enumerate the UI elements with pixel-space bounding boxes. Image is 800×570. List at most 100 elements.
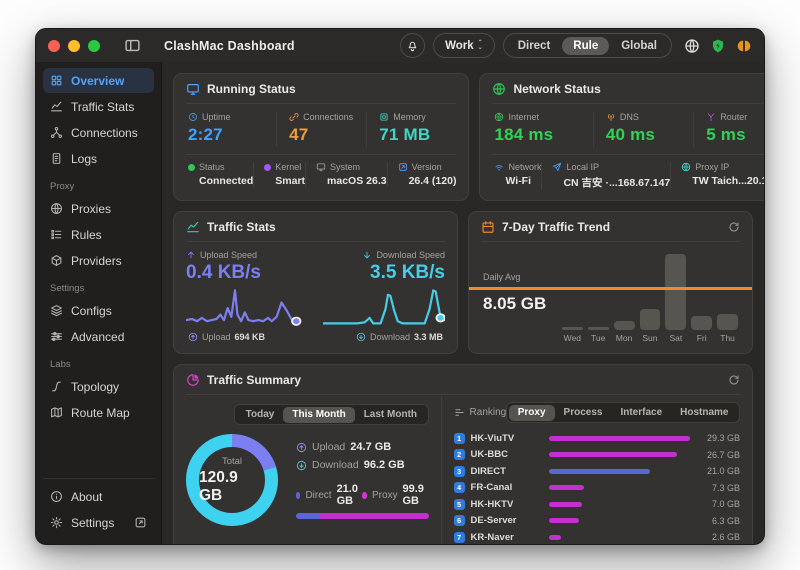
rank-badge: 4 — [453, 482, 465, 494]
version-icon — [398, 162, 408, 172]
sidebar-item-overview[interactable]: Overview — [43, 68, 154, 93]
network-nodes-icon — [50, 126, 63, 139]
rank-value: 7.0 GB — [711, 499, 740, 510]
trend-bar-sun — [639, 309, 661, 330]
rank-proxy-name: DE-Server — [470, 515, 517, 527]
minimize-button[interactable] — [68, 39, 80, 52]
sidebar-item-route-map[interactable]: Route Map — [43, 400, 154, 425]
sidebar-item-traffic-stats[interactable]: Traffic Stats — [43, 94, 154, 119]
document-icon — [50, 152, 63, 165]
rank-badge: 7 — [453, 531, 465, 543]
signal-icon — [606, 112, 616, 122]
mode-rule[interactable]: Rule — [562, 36, 610, 55]
sidebar-item-settings[interactable]: Settings — [43, 510, 154, 535]
profile-dropdown[interactable]: Work ⌃ ⌄ — [433, 33, 495, 58]
direct-proxy-bar — [296, 513, 429, 519]
system-info: System macOS 26.3 — [305, 162, 387, 187]
ranking-row-direct[interactable]: 3 DIRECT 21.0 GB — [453, 463, 740, 480]
tab-this-month[interactable]: This Month — [283, 406, 355, 423]
sidebar-item-proxies[interactable]: Proxies — [43, 196, 154, 221]
proxy-dot — [362, 491, 367, 499]
router-latency-stat: Router 5 ms — [693, 112, 764, 147]
card-title: 7-Day Traffic Trend — [502, 220, 611, 234]
kernel-info: Kernel Smart — [253, 162, 305, 187]
notifications-button[interactable] — [400, 33, 426, 58]
ranking-row-hk-hktv[interactable]: 5 HK-HKTV 7.0 GB — [453, 496, 740, 513]
trend-day-label: Wed — [563, 333, 581, 343]
sidebar-item-providers[interactable]: Providers — [43, 248, 154, 273]
circle-down-icon — [296, 460, 307, 471]
proxy-ip-value: TW Taich...20.100.50 — [692, 175, 764, 187]
gear-icon — [50, 516, 63, 529]
sidebar-item-logs[interactable]: Logs — [43, 146, 154, 171]
sidebar-item-topology[interactable]: Topology — [43, 374, 154, 399]
sidebar-section-proxy: Proxy — [50, 181, 75, 192]
version-info: Version 26.4 (120) — [386, 162, 456, 187]
refresh-icon[interactable] — [728, 221, 740, 233]
monitor-icon — [316, 162, 326, 172]
close-button[interactable] — [48, 39, 60, 52]
rank-bar-track — [548, 518, 690, 524]
ranking-row-uk-bbc[interactable]: 2 UK-BBC 26.7 GB — [453, 447, 740, 464]
trend-bar-sat — [665, 254, 687, 330]
uptime-value: 2:27 — [188, 125, 223, 144]
sidebar-section-labs: Labs — [50, 359, 71, 370]
tab-today[interactable]: Today — [245, 409, 275, 420]
daily-avg-label: Daily Avg — [483, 272, 521, 282]
sidebar-item-label: Traffic Stats — [71, 99, 135, 114]
sliders-icon — [50, 330, 63, 343]
rank-bar — [548, 485, 584, 491]
rank-bar-track — [548, 452, 690, 458]
ranking-row-de-server[interactable]: 6 DE-Server 6.3 GB — [453, 513, 740, 530]
upload-total-value: 694 KB — [234, 332, 266, 342]
sidebar-item-connections[interactable]: Connections — [43, 120, 154, 145]
memory-value: 71 MB — [379, 125, 431, 144]
trend-day-label: Sat — [669, 333, 683, 343]
arrow-down-icon — [362, 250, 372, 260]
bars-icon — [454, 407, 465, 418]
ranking-row-kr-naver[interactable]: 7 KR-Naver 2.6 GB — [453, 529, 740, 544]
sidebar-item-about[interactable]: About — [43, 484, 154, 509]
sidebar-item-label: Route Map — [71, 405, 130, 420]
rank-value: 7.3 GB — [711, 482, 740, 493]
trend-bar-thu — [717, 314, 739, 330]
sidebar-item-rules[interactable]: Rules — [43, 222, 154, 247]
mode-global[interactable]: Global — [621, 39, 657, 52]
running-status-card: Running Status Uptime 2:27 Connections 4… — [173, 73, 470, 201]
kernel-dot — [264, 163, 272, 171]
summary-period-tabs: Today This Month Last Month — [234, 404, 429, 425]
tab-hostname[interactable]: Hostname — [680, 407, 729, 418]
rank-badge: 2 — [453, 449, 465, 461]
network-value: Wi-Fi — [505, 175, 532, 187]
rank-bar — [548, 518, 579, 524]
shield-bolt-icon[interactable] — [710, 38, 726, 54]
info-icon — [50, 490, 63, 503]
ranking-row-fr-canal[interactable]: 4 FR-Canal 7.3 GB — [453, 480, 740, 497]
rank-proxy-name: KR-Naver — [470, 531, 514, 543]
status-dot — [188, 163, 195, 171]
tab-interface[interactable]: Interface — [620, 407, 663, 418]
tab-last-month[interactable]: Last Month — [363, 409, 418, 420]
tab-process[interactable]: Process — [563, 407, 603, 418]
traffic-trend-card: 7-Day Traffic Trend Daily Avg 8.05 GB We… — [468, 211, 753, 354]
rank-badge: 6 — [453, 515, 465, 527]
system-proxy-globe-icon[interactable] — [684, 38, 700, 54]
zoom-button[interactable] — [88, 39, 100, 52]
paw-icon[interactable] — [736, 38, 752, 54]
globe-icon — [681, 162, 691, 172]
arrow-up-icon — [186, 250, 196, 260]
download-sparkline-chart: Download 3.3 MB — [323, 286, 445, 342]
sidebar-item-label: About — [71, 489, 103, 504]
sidebar-toggle-icon[interactable] — [124, 37, 141, 54]
rank-bar — [548, 452, 678, 458]
ranking-row-hk-viutv[interactable]: 1 HK-ViuTV 29.3 GB — [453, 430, 740, 447]
sidebar-item-advanced[interactable]: Advanced — [43, 324, 154, 349]
mode-direct[interactable]: Direct — [517, 39, 551, 52]
rank-badge: 3 — [453, 465, 465, 477]
tab-proxy[interactable]: Proxy — [508, 404, 555, 421]
refresh-icon[interactable] — [728, 374, 740, 386]
sidebar-item-label: Advanced — [71, 329, 125, 344]
donut-total-value: 120.9 GB — [199, 468, 238, 504]
app-window: ClashMac Dashboard Work ⌃ ⌄ Direct Rule G… — [35, 28, 765, 545]
sidebar-item-configs[interactable]: Configs — [43, 298, 154, 323]
